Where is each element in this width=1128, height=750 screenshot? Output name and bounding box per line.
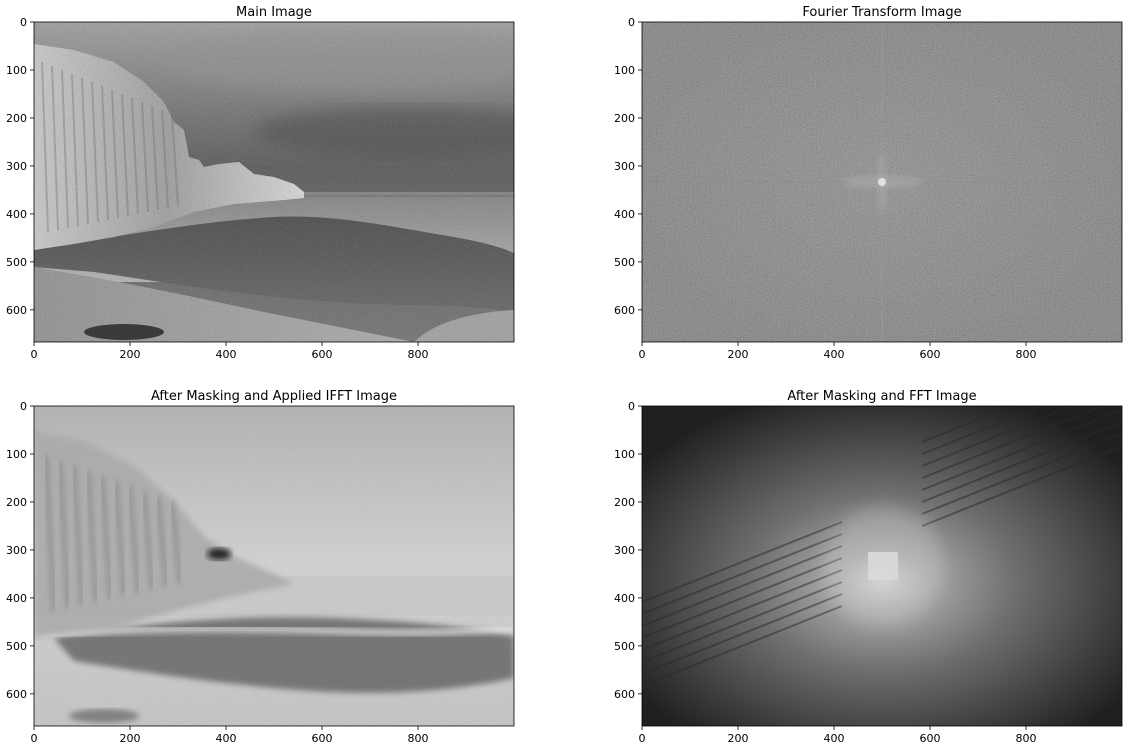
axes-frame <box>33 405 515 727</box>
y-tick-label: 0 <box>20 400 27 413</box>
y-tick-label: 600 <box>614 688 635 701</box>
y-tick-label: 400 <box>6 592 27 605</box>
y-tick-label: 500 <box>614 256 635 269</box>
x-tick-label: 200 <box>120 732 141 745</box>
y-tick-label: 100 <box>614 64 635 77</box>
panel-title: After Masking and Applied IFFT Image <box>151 389 397 404</box>
y-tick-label: 0 <box>628 16 635 29</box>
x-tick-label: 600 <box>920 732 941 745</box>
main-image-panel: Main Image 0 200 400 600 800 0 100 200 300 400 500 6… <box>6 5 515 361</box>
x-tick-label: 600 <box>312 732 333 745</box>
y-tick-label: 100 <box>614 448 635 461</box>
x-tick-label: 0 <box>639 732 646 745</box>
x-tick-label: 0 <box>31 348 38 361</box>
image-area <box>34 22 514 342</box>
y-tick-label: 300 <box>6 160 27 173</box>
y-tick-label: 500 <box>6 256 27 269</box>
panel-title: After Masking and FFT Image <box>787 389 976 404</box>
y-tick-label: 0 <box>20 16 27 29</box>
y-tick-label: 200 <box>6 496 27 509</box>
y-tick-label: 400 <box>614 208 635 221</box>
x-tick-label: 0 <box>31 732 38 745</box>
y-tick-label: 200 <box>6 112 27 125</box>
y-tick-label: 300 <box>6 544 27 557</box>
axes-frame <box>641 405 1123 727</box>
y-tick-label: 100 <box>6 64 27 77</box>
y-tick-label: 600 <box>614 304 635 317</box>
y-tick-label: 400 <box>6 208 27 221</box>
axes-frame <box>33 21 515 343</box>
y-tick-label: 500 <box>6 640 27 653</box>
masked-fft-panel: After Masking and FFT Image 0 200 400 600 800… <box>614 389 1123 745</box>
x-tick-label: 600 <box>312 348 333 361</box>
x-tick-label: 200 <box>728 348 749 361</box>
y-tick-label: 500 <box>614 640 635 653</box>
y-tick-label: 600 <box>6 304 27 317</box>
x-tick-label: 800 <box>1016 348 1037 361</box>
x-tick-label: 0 <box>639 348 646 361</box>
x-tick-label: 400 <box>824 732 845 745</box>
y-tick-label: 200 <box>614 496 635 509</box>
x-tick-label: 800 <box>1016 732 1037 745</box>
x-tick-label: 200 <box>120 348 141 361</box>
x-tick-label: 400 <box>216 732 237 745</box>
image-area <box>642 22 1122 342</box>
image-area <box>642 406 1122 726</box>
y-tick-label: 300 <box>614 160 635 173</box>
x-tick-label: 600 <box>920 348 941 361</box>
x-tick-label: 800 <box>408 732 429 745</box>
y-tick-label: 400 <box>614 592 635 605</box>
x-tick-label: 400 <box>824 348 845 361</box>
panel-title: Fourier Transform Image <box>802 5 961 20</box>
x-tick-label: 400 <box>216 348 237 361</box>
y-tick-label: 200 <box>614 112 635 125</box>
fourier-transform-panel: Fourier Transform Image 0 200 400 600 800 0 100… <box>614 5 1123 361</box>
y-tick-label: 300 <box>614 544 635 557</box>
y-tick-label: 0 <box>628 400 635 413</box>
x-tick-label: 800 <box>408 348 429 361</box>
y-tick-label: 600 <box>6 688 27 701</box>
y-tick-label: 100 <box>6 448 27 461</box>
panel-title: Main Image <box>236 5 312 20</box>
axes-frame <box>641 21 1123 343</box>
image-area <box>34 406 514 726</box>
x-tick-label: 200 <box>728 732 749 745</box>
ifft-panel: After Masking and Applied IFFT Image 0 200… <box>6 389 515 745</box>
